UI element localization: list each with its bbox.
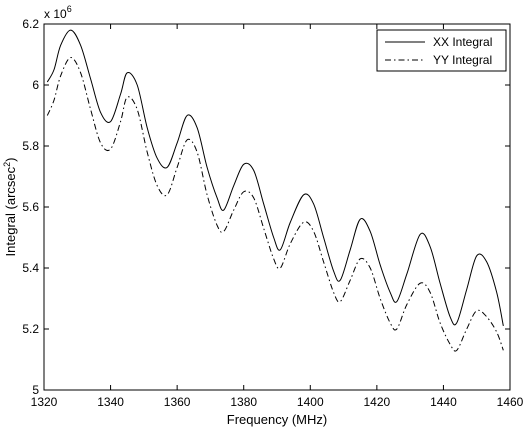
x-tick-label: 1320 [31,395,58,409]
x-tick-label: 1420 [364,395,391,409]
x-axis-title: Frequency (MHz) [227,412,327,427]
y-axis-title: Integral (arcsec2) [2,158,18,257]
legend-label-yy: YY Integral [433,53,492,67]
y-tick-label: 6 [32,78,39,92]
series-line-xx-integral [46,29,504,327]
x-tick-label: 1380 [230,395,257,409]
y-tick-label: 5.8 [22,139,39,153]
y-axis-ticks: 5 5.2 5.4 5.6 5.8 6 6.2 [22,17,510,397]
series-line-yy-integral [46,57,504,352]
y-tick-label: 6.2 [22,17,39,31]
y-tick-label: 5.4 [22,261,39,275]
legend: XX Integral YY Integral [376,29,507,72]
x-tick-label: 1340 [97,395,124,409]
y-exponent-label: x 106 [44,4,72,21]
series-layer [46,29,504,352]
x-axis-ticks: 1320 1340 1360 1380 1400 1420 1440 1460 [31,24,524,409]
plot-background [44,24,510,390]
plot-frame [43,23,511,391]
y-tick-label: 5 [32,383,39,397]
x-tick-label: 1460 [497,395,524,409]
y-tick-label: 5.2 [22,322,39,336]
x-tick-label: 1360 [164,395,191,409]
legend-box [376,29,507,72]
x-tick-label: 1440 [430,395,457,409]
legend-label-xx: XX Integral [433,35,492,49]
y-tick-label: 5.6 [22,200,39,214]
x-tick-label: 1400 [297,395,324,409]
